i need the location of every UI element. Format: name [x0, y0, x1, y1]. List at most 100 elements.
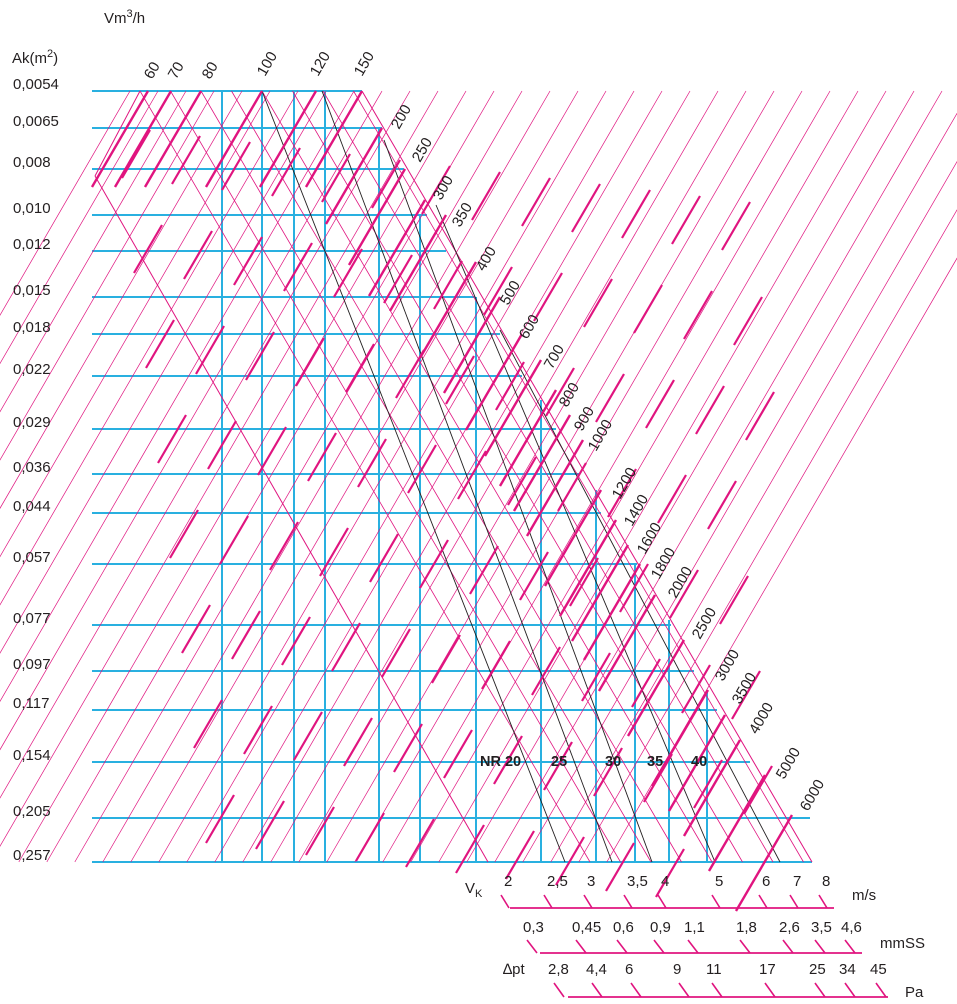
flow-line: [721, 201, 751, 251]
pressure-grid-line: [322, 90, 774, 863]
flow-value-label: 3500: [729, 670, 760, 707]
pa-tick-label: 45: [870, 961, 887, 978]
flow-line: [543, 489, 603, 587]
flow-line: [505, 830, 535, 880]
velocity-grid-line: [578, 209, 957, 863]
flow-line: [607, 468, 637, 518]
flow-line: [207, 420, 237, 470]
flow-value-label: 6000: [797, 777, 828, 814]
velocity-tick-label: 5: [715, 873, 723, 890]
mmss-tick-label: 0,3: [523, 919, 544, 936]
mmss-tick-label: 0,45: [572, 919, 601, 936]
velocity-grid-line: [326, 90, 775, 863]
area-tick-label: 0,257: [13, 847, 51, 864]
mmss-tick-mark: [616, 939, 628, 954]
flow-line: [388, 214, 448, 312]
area-tick-label: 0,018: [13, 319, 51, 336]
area-tick-label: 0,010: [13, 200, 51, 217]
pa-tick-label: 25: [809, 961, 826, 978]
flow-line: [682, 739, 742, 837]
pa-tick-label: 34: [839, 961, 856, 978]
mmss-tick-label: 3,5: [811, 919, 832, 936]
pa-tick-label: 6: [625, 961, 633, 978]
flow-line: [650, 689, 710, 787]
flow-line: [555, 836, 585, 886]
flow-line: [333, 248, 363, 298]
area-axis-label: Ak(m2): [12, 48, 58, 67]
flow-line: [121, 129, 151, 179]
flow-line: [193, 699, 223, 749]
flow-line: [143, 90, 203, 188]
flow-line: [418, 261, 478, 359]
pressure-grid-line: [231, 90, 682, 863]
area-tick-label: 0,154: [13, 747, 51, 764]
velocity-tick-mark: [543, 894, 553, 909]
flow-line: [626, 639, 686, 737]
pa-tick-mark: [630, 982, 642, 998]
velocity-tick-label: 2: [504, 873, 512, 890]
area-tick-label: 0,012: [13, 236, 51, 253]
flow-value-label: 300: [430, 173, 457, 203]
velocity-grid-line: [0, 90, 355, 703]
velocity-grid-line: [0, 90, 187, 413]
velocity-grid-line: [18, 90, 467, 863]
flow-line-group: [90, 90, 794, 912]
flow-line: [621, 189, 651, 239]
flow-line: [557, 462, 587, 512]
flow-line: [347, 168, 407, 266]
flow-line: [605, 842, 635, 892]
velocity-grid-line: [550, 160, 957, 863]
flow-axis-label: Vm3/h: [104, 8, 145, 27]
flow-line: [483, 359, 543, 457]
flow-line: [498, 389, 558, 487]
flow-line: [707, 774, 767, 872]
velocity-grid-line: [0, 90, 271, 558]
velocity-grid-line: [0, 90, 215, 461]
area-tick-label: 0,0065: [13, 113, 59, 130]
flow-line: [405, 818, 435, 868]
area-tick-label: 0,057: [13, 549, 51, 566]
noise-curve-label: 25: [551, 754, 567, 770]
flow-line: [113, 90, 173, 188]
velocity-grid-line: [270, 90, 719, 863]
area-tick-label: 0,029: [13, 414, 51, 431]
flow-line: [734, 814, 794, 912]
flow-line: [433, 260, 463, 310]
flow-value-label: 2500: [689, 605, 720, 642]
pa-tick-label: 4,4: [586, 961, 607, 978]
area-tick-label: 0,044: [13, 498, 51, 515]
velocity-grid-line: [298, 90, 747, 863]
flow-line: [558, 519, 618, 617]
flow-line: [181, 604, 211, 654]
top-left-boundary-line: [94, 90, 141, 177]
velocity-grid-line: [0, 90, 131, 316]
area-tick-label: 0,097: [13, 656, 51, 673]
pa-tick-mark: [591, 982, 603, 998]
velocity-grid-line: [0, 90, 439, 847]
flow-line: [307, 432, 337, 482]
mmss-unit-label: mmSS: [880, 935, 925, 952]
pa-tick-mark: [553, 982, 565, 998]
flow-line: [525, 439, 585, 537]
flow-line: [545, 367, 575, 417]
flow-line: [281, 616, 311, 666]
flow-line: [595, 373, 625, 423]
mmss-tick-mark: [526, 939, 538, 954]
velocity-tick-mark: [657, 894, 667, 909]
pressure-grid-line: [261, 90, 713, 863]
flow-line: [369, 533, 399, 583]
velocity-grid-line: [186, 90, 635, 863]
flow-line: [407, 444, 437, 494]
flow-line: [221, 141, 251, 191]
velocity-tick-mark: [623, 894, 633, 909]
flow-line: [597, 594, 657, 692]
velocity-unit-label: m/s: [852, 887, 876, 904]
flow-line: [582, 563, 642, 661]
flow-value-label: 5000: [773, 745, 804, 782]
flow-line: [271, 147, 301, 197]
pressure-grid-group: [0, 90, 957, 863]
pressure-grid-line: [170, 90, 621, 863]
area-tick-label: 0,036: [13, 459, 51, 476]
flow-line: [483, 266, 513, 316]
